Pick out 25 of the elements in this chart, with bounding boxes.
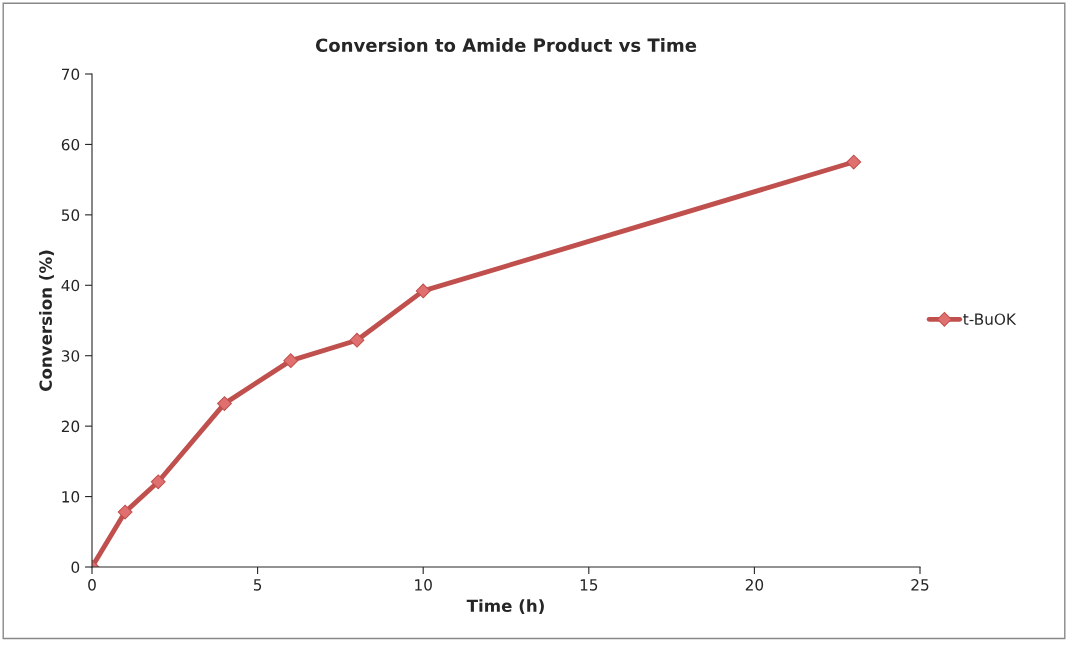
y-tick-label: 10 [62,491,80,503]
point [117,504,133,520]
y-tick-label: 70 [62,68,80,81]
x-tick-label: 15 [580,579,598,591]
y-tick-label: 40 [61,279,80,292]
y-tick-label: 0 [71,561,80,574]
x-tick-label: 20 [745,579,764,591]
x-tick-label: 5 [253,579,262,591]
point [217,396,232,411]
point [150,474,166,490]
point [349,332,365,348]
legend-label: t-BuOK [963,313,1017,325]
y-tick-label: 30 [61,350,80,362]
y-tick-label: 20 [61,420,80,433]
point [283,353,299,369]
x-tick-label: 0 [88,579,96,591]
point [415,283,431,299]
x-tick-label: 25 [911,579,929,591]
y-tick-label: 60 [61,138,80,151]
y-axis-title: Conversion (%) [39,250,54,391]
x-axis-title: Time (h) [466,599,544,615]
y-tick-label: 50 [61,209,80,221]
chart-title: Conversion to Amide Product vs Time [315,38,697,53]
point [846,154,862,170]
x-tick-label: 10 [415,579,432,591]
